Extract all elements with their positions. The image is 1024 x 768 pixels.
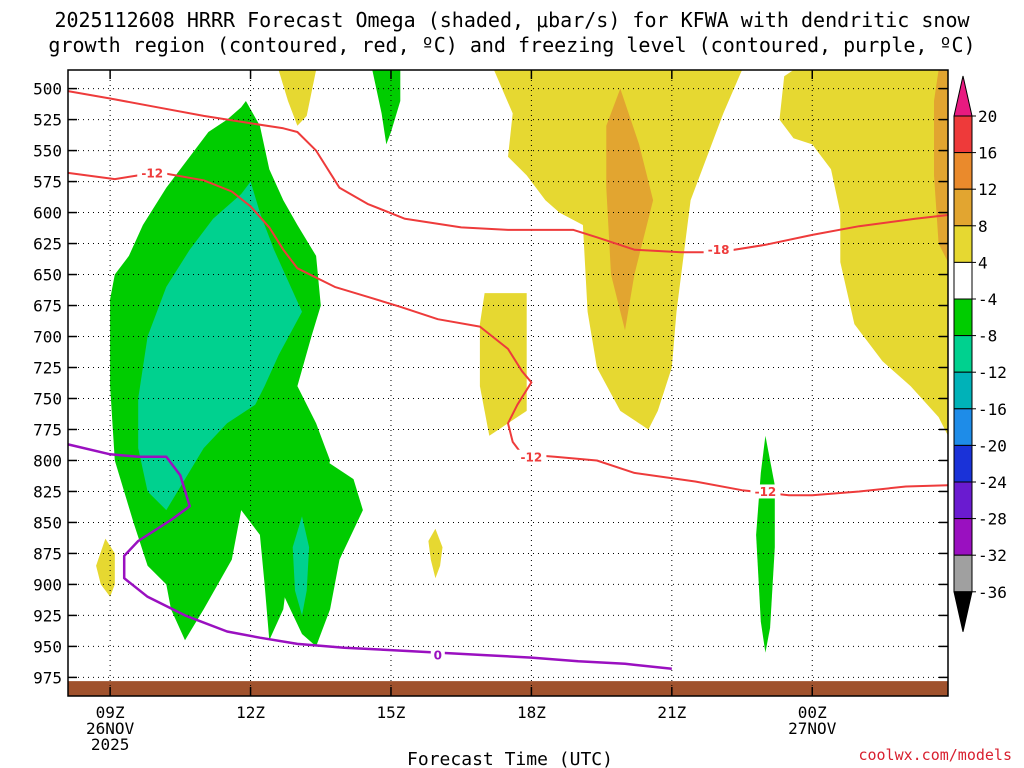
title-line-1: 2025112608 HRRR Forecast Omega (shaded, … [54,8,970,32]
x-tick-label: 00Z [798,703,827,722]
omega-region-0 [278,70,317,126]
colorbar-bottom-arrow [953,591,973,632]
x-tick-label: 27NOV [788,719,837,738]
y-tick-label: 975 [33,668,62,687]
y-axis-ticks: 500 525 550 575 600 625 650 675 700 725 750 775 800 8… [33,80,948,687]
purple-contour-0 [67,443,672,670]
terrain-fill [68,681,948,696]
contour-label-bg [516,449,547,464]
colorbar-bin [953,481,973,520]
y-tick-label: 775 [33,420,62,439]
x-tick-label: 15Z [377,703,406,722]
omega-region-13 [292,516,310,616]
contour-labels: -12 -18 -12 -12 0 [137,165,781,663]
red-contour-0 [67,90,949,254]
contour-label: -12 [141,166,163,180]
omega-region-7 [934,70,948,263]
dgz-contours [67,90,949,497]
x-tick-label: 21Z [657,703,686,722]
y-tick-label: 650 [33,266,62,285]
contour-label: -12 [755,485,777,499]
contour-label-bg [430,648,445,663]
y-tick-label: 500 [33,80,62,99]
colorbar-label: -28 [978,510,1007,529]
x-tick-label: 26NOV [86,719,135,738]
y-tick-label: 875 [33,544,62,563]
colorbar-bin [953,261,973,300]
colorbar-bin [953,188,973,227]
y-tick-label: 525 [33,111,62,130]
colorbar-label: 4 [978,253,988,272]
red-contour-1 [67,171,949,497]
colorbar-label: -8 [978,327,997,346]
contour-label: -18 [708,243,730,257]
colorbar-label: -20 [978,436,1007,455]
colorbar-bin [953,444,973,483]
colorbar-bin [953,225,973,263]
credit-text: coolwx.com/models [858,746,1012,764]
contour-label-bg [703,242,734,257]
x-tick-label: 09Z [96,703,125,722]
omega-region-10 [264,429,363,647]
contour-label-bg [750,484,781,499]
y-tick-label: 850 [33,513,62,532]
colorbar-label: -36 [978,583,1007,602]
colorbar-label: -32 [978,546,1007,565]
y-tick-label: 825 [33,482,62,501]
plot-frame [67,69,949,697]
colorbar-label: 16 [978,144,997,163]
colorbar-label: 8 [978,217,988,236]
contour-label: 0 [434,649,442,663]
x-axis-label: Forecast Time (UTC) [407,749,613,768]
omega-region-6 [606,88,654,331]
colorbar-label: -16 [978,400,1007,419]
colorbar-bin [953,115,973,154]
colorbar-bin [953,408,973,446]
colorbar-label: 20 [978,107,997,126]
y-tick-label: 725 [33,359,62,378]
colorbar-bin [953,335,973,373]
freezing-level-contours [67,443,672,670]
title-line-2: growth region (contoured, red, ºC) and f… [48,33,975,57]
colorbar-label: 12 [978,180,997,199]
colorbar-label: -4 [978,290,997,309]
contour-label-bg [137,165,168,180]
colorbar-label: -24 [978,473,1007,492]
chart-title: 2025112608 HRRR Forecast Omega (shaded, … [48,8,975,57]
colorbar-top-arrow [953,75,973,117]
colorbar-bin [953,554,973,593]
y-tick-label: 950 [33,637,62,656]
colorbar-bin [953,152,973,190]
y-tick-label: 800 [33,451,62,470]
terrain-band [68,681,948,696]
omega-shading [96,70,948,653]
omega-region-5 [96,538,115,597]
x-tick-label: 18Z [517,703,546,722]
y-tick-label: 750 [33,389,62,408]
y-tick-label: 575 [33,173,62,192]
y-tick-label: 900 [33,575,62,594]
colorbar-bin [953,298,973,337]
x-tick-label: 12Z [236,703,265,722]
y-tick-label: 700 [33,328,62,347]
colorbar-bin [953,518,973,556]
y-tick-label: 675 [33,297,62,316]
omega-region-2 [779,70,948,436]
y-tick-label: 625 [33,235,62,254]
y-tick-label: 550 [33,142,62,161]
colorbar-label: -12 [978,363,1007,382]
omega-region-4 [428,528,443,579]
grid-lines [68,70,948,696]
x-tick-label: 2025 [91,735,130,754]
y-tick-label: 925 [33,606,62,625]
omega-region-12 [138,181,302,511]
omega-region-3 [479,293,527,436]
colorbar-bin [953,371,973,410]
y-tick-label: 600 [33,204,62,223]
contour-label: -12 [521,450,543,464]
colorbar: 20 16 12 8 4 -4 -8 -12 -16 -20 -24 -28 -32 -36 [953,75,1007,632]
plot-border [67,69,949,697]
